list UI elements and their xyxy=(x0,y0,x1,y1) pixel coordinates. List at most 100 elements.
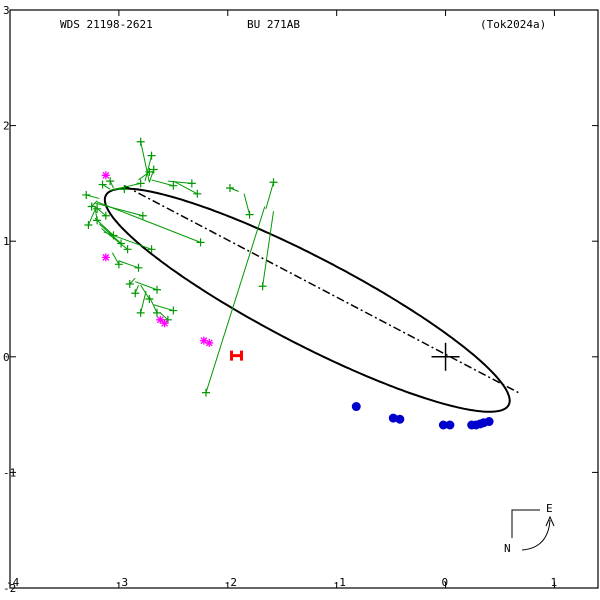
micrometric-residual-32 xyxy=(140,284,150,300)
micrometric-residual-21 xyxy=(94,206,107,217)
line-of-nodes xyxy=(123,185,519,394)
micrometric-residual-12 xyxy=(102,184,111,190)
orbit-ellipse xyxy=(103,187,511,413)
compass-east-label: E xyxy=(546,502,553,515)
interferometric-observations xyxy=(101,171,214,347)
x-tick-label-1: -3 xyxy=(115,576,128,589)
micrometric-point-35 xyxy=(153,308,161,317)
compass-arrowhead xyxy=(545,515,555,527)
micrometric-residual-8 xyxy=(243,193,251,215)
compass-frame xyxy=(511,509,540,538)
axis-ticks: -4 -3 -2 -1 0 1 3 2 1 0 -1 -2 xyxy=(3,4,598,595)
micrometric-point-9 xyxy=(269,178,278,187)
micrometric-point-19 xyxy=(84,221,93,230)
speckle-observations xyxy=(351,402,494,430)
compass: E N xyxy=(504,502,555,555)
recent-observations xyxy=(229,350,243,361)
interferometric-point-3 xyxy=(160,319,169,328)
interferometric-point-5 xyxy=(205,338,214,347)
plot-frame xyxy=(9,9,599,589)
micrometric-point-31 xyxy=(153,285,161,294)
micrometric-point-4 xyxy=(169,181,178,190)
micrometric-point-29 xyxy=(134,263,143,272)
compass-north-label: N xyxy=(504,542,511,555)
micrometric-residual-28 xyxy=(111,252,120,265)
micrometric-residual-23 xyxy=(96,201,201,243)
y-tick-label-4: -1 xyxy=(3,466,16,479)
micrometric-point-14 xyxy=(120,185,129,194)
interferometric-point-0 xyxy=(101,171,110,180)
micrometric-residual-18 xyxy=(110,182,141,191)
micrometric-point-3 xyxy=(145,167,154,176)
micrometric-residual-26 xyxy=(101,228,128,250)
micrometric-residual-6 xyxy=(173,180,198,195)
header-right: (Tok2024a) xyxy=(480,18,546,31)
speckle-point-0 xyxy=(351,402,361,412)
interferometric-point-4 xyxy=(199,336,208,345)
micrometric-observations xyxy=(82,137,278,397)
interferometric-point-2 xyxy=(156,315,165,324)
micrometric-residual-36 xyxy=(153,304,174,312)
micrometric-point-11 xyxy=(202,388,210,397)
micrometric-residual-35 xyxy=(148,296,158,314)
micrometric-residual-24 xyxy=(94,217,114,236)
y-tick-label-5: -2 xyxy=(3,582,16,595)
micrometric-point-15 xyxy=(82,190,91,199)
y-tick-label-0: 3 xyxy=(3,4,10,17)
speckle-point-2 xyxy=(395,414,405,424)
x-tick-label-0: -4 xyxy=(6,576,20,589)
micrometric-residual-22 xyxy=(94,202,143,217)
y-tick-label-2: 1 xyxy=(3,235,10,248)
micrometric-residual-37 xyxy=(159,312,169,321)
micrometric-point-23 xyxy=(196,238,205,247)
micrometric-point-16 xyxy=(87,202,96,211)
micrometric-residual-25 xyxy=(98,223,122,244)
micrometric-residual-29 xyxy=(118,260,139,269)
y-tick-label-1: 2 xyxy=(3,120,10,133)
micrometric-point-28 xyxy=(114,260,123,269)
micrometric-point-7 xyxy=(225,184,234,193)
micrometric-point-34 xyxy=(136,308,145,317)
micrometric-point-0 xyxy=(136,137,145,146)
x-tick-label-2: -2 xyxy=(224,576,237,589)
x-tick-label-4: 0 xyxy=(442,576,449,589)
x-tick-label-5: 1 xyxy=(550,576,557,589)
micrometric-residual-9 xyxy=(265,182,274,209)
micrometric-residual-0 xyxy=(140,141,150,183)
recent-point-0 xyxy=(229,350,243,361)
speckle-point-4 xyxy=(445,420,455,430)
micrometric-residual-31 xyxy=(135,281,158,291)
micrometric-point-33 xyxy=(131,289,140,298)
micrometric-point-12 xyxy=(98,180,107,189)
speckle-point-9 xyxy=(484,417,494,427)
interferometric-point-1 xyxy=(101,253,110,262)
micrometric-point-21 xyxy=(101,211,110,220)
orbit-layer xyxy=(103,185,519,413)
micrometric-point-32 xyxy=(145,295,154,303)
micrometric-point-27 xyxy=(147,245,156,254)
speckle-point-3 xyxy=(438,420,448,430)
micrometric-residual-4 xyxy=(151,179,174,187)
micrometric-residual-16 xyxy=(91,200,98,207)
micrometric-point-2 xyxy=(149,165,158,174)
header-left: WDS 21198-2621 xyxy=(60,18,153,31)
micrometric-point-18 xyxy=(136,179,145,188)
micrometric-residual-10 xyxy=(262,211,275,287)
micrometric-point-13 xyxy=(106,177,115,186)
micrometric-point-22 xyxy=(138,211,147,220)
micrometric-residual-11 xyxy=(205,206,266,393)
micrometric-point-36 xyxy=(169,306,178,315)
micrometric-residual-3 xyxy=(138,171,150,181)
micrometric-residual-30 xyxy=(129,277,136,285)
micrometric-point-6 xyxy=(193,189,202,198)
micrometric-residual-34 xyxy=(140,290,147,313)
micrometric-point-8 xyxy=(245,210,254,219)
micrometric-point-5 xyxy=(187,179,196,188)
compass-arrow xyxy=(521,519,551,551)
micrometric-point-30 xyxy=(125,279,134,288)
y-tick-label-3: 0 xyxy=(3,351,10,364)
x-tick-label-3: -1 xyxy=(333,576,346,589)
micrometric-point-1 xyxy=(147,151,156,160)
